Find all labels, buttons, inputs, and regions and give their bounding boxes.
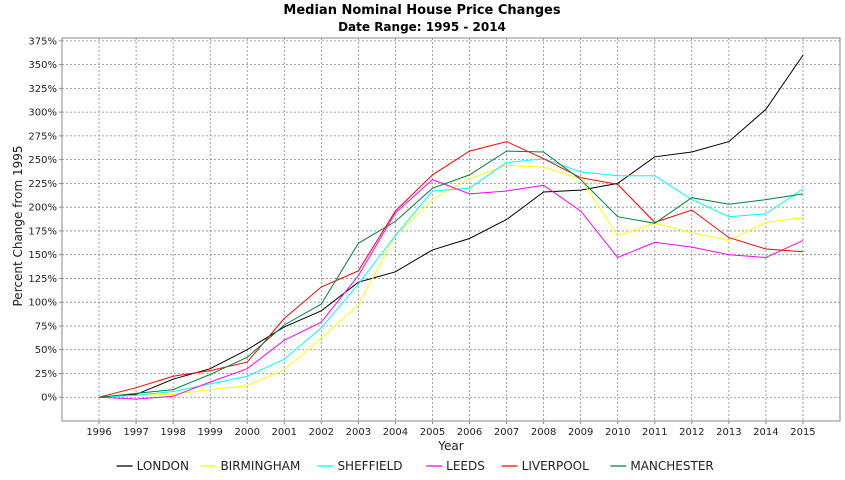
series-line-liverpool: [98, 141, 804, 398]
x-tick-label: 2001: [272, 427, 297, 438]
legend-item-birmingham: BIRMINGHAM: [200, 459, 300, 473]
legend: LONDON BIRMINGHAM SHEFFIELD LEEDS LIVERPOOL M…: [116, 459, 714, 473]
x-tick-label: 2008: [531, 427, 556, 438]
y-tick-label: 25%: [35, 369, 57, 380]
x-tick-label: 2003: [346, 427, 371, 438]
x-tick-label: 2010: [605, 427, 630, 438]
legend-label: BIRMINGHAM: [220, 459, 300, 473]
x-tick-label: 2005: [420, 427, 445, 438]
y-tick-label: 325%: [28, 84, 57, 95]
y-tick-label: 175%: [28, 226, 57, 237]
y-axis: 0% 25% 50% 75% 100% 125% 150% 175% 200% 225% 250% 2…: [28, 36, 62, 404]
legend-item-leeds: LEEDS: [426, 459, 485, 473]
y-tick-label: 300%: [28, 108, 57, 119]
x-tick-label: 1996: [86, 427, 111, 438]
x-tick-label: 2013: [716, 427, 741, 438]
y-tick-label: 75%: [35, 321, 57, 332]
chart-title: Median Nominal House Price Changes: [283, 3, 560, 18]
y-tick-label: 150%: [28, 250, 57, 261]
y-tick-label: 250%: [28, 155, 57, 166]
x-tick-label: 2009: [568, 427, 593, 438]
series-lines: [98, 54, 804, 400]
y-tick-label: 125%: [28, 274, 57, 285]
x-tick-label: 2004: [383, 427, 408, 438]
x-axis: 1996 1997 1998 1999 2000 2001 2002 2003 2004 2005…: [86, 421, 816, 438]
legend-label: LONDON: [137, 459, 189, 473]
y-tick-label: 200%: [28, 203, 57, 214]
x-tick-label: 2011: [642, 427, 667, 438]
series-line-manchester: [98, 150, 804, 398]
series-line-leeds: [98, 179, 804, 400]
legend-item-manchester: MANCHESTER: [610, 459, 714, 473]
x-tick-label: 2006: [457, 427, 482, 438]
y-tick-label: 275%: [28, 131, 57, 142]
legend-label: MANCHESTER: [630, 459, 713, 473]
legend-item-sheffield: SHEFFIELD: [317, 459, 403, 473]
legend-label: LIVERPOOL: [522, 459, 589, 473]
legend-item-liverpool: LIVERPOOL: [501, 459, 589, 473]
y-tick-label: 100%: [28, 298, 57, 309]
y-tick-label: 0%: [41, 393, 57, 404]
legend-item-london: LONDON: [116, 459, 189, 473]
x-tick-label: 2002: [309, 427, 334, 438]
series-line-london: [98, 54, 804, 398]
series-line-sheffield: [98, 158, 804, 398]
x-tick-label: 1998: [160, 427, 185, 438]
y-axis-label: Percent Change from 1995: [11, 145, 25, 306]
y-tick-label: 350%: [28, 60, 57, 71]
y-tick-label: 375%: [28, 36, 57, 47]
x-tick-label: 1999: [197, 427, 222, 438]
x-tick-label: 2015: [790, 427, 815, 438]
x-tick-label: 2012: [679, 427, 704, 438]
x-tick-label: 2000: [235, 427, 260, 438]
x-tick-label: 2014: [753, 427, 778, 438]
x-axis-label: Year: [437, 439, 463, 453]
x-tick-label: 1997: [123, 427, 148, 438]
y-tick-label: 225%: [28, 179, 57, 190]
legend-label: SHEFFIELD: [337, 459, 402, 473]
grid-lines: [62, 38, 840, 421]
legend-label: LEEDS: [446, 459, 485, 473]
x-tick-label: 2007: [494, 427, 519, 438]
plot-area: [61, 37, 841, 422]
y-tick-label: 50%: [35, 345, 57, 356]
chart-subtitle: Date Range: 1995 - 2014: [338, 20, 506, 34]
